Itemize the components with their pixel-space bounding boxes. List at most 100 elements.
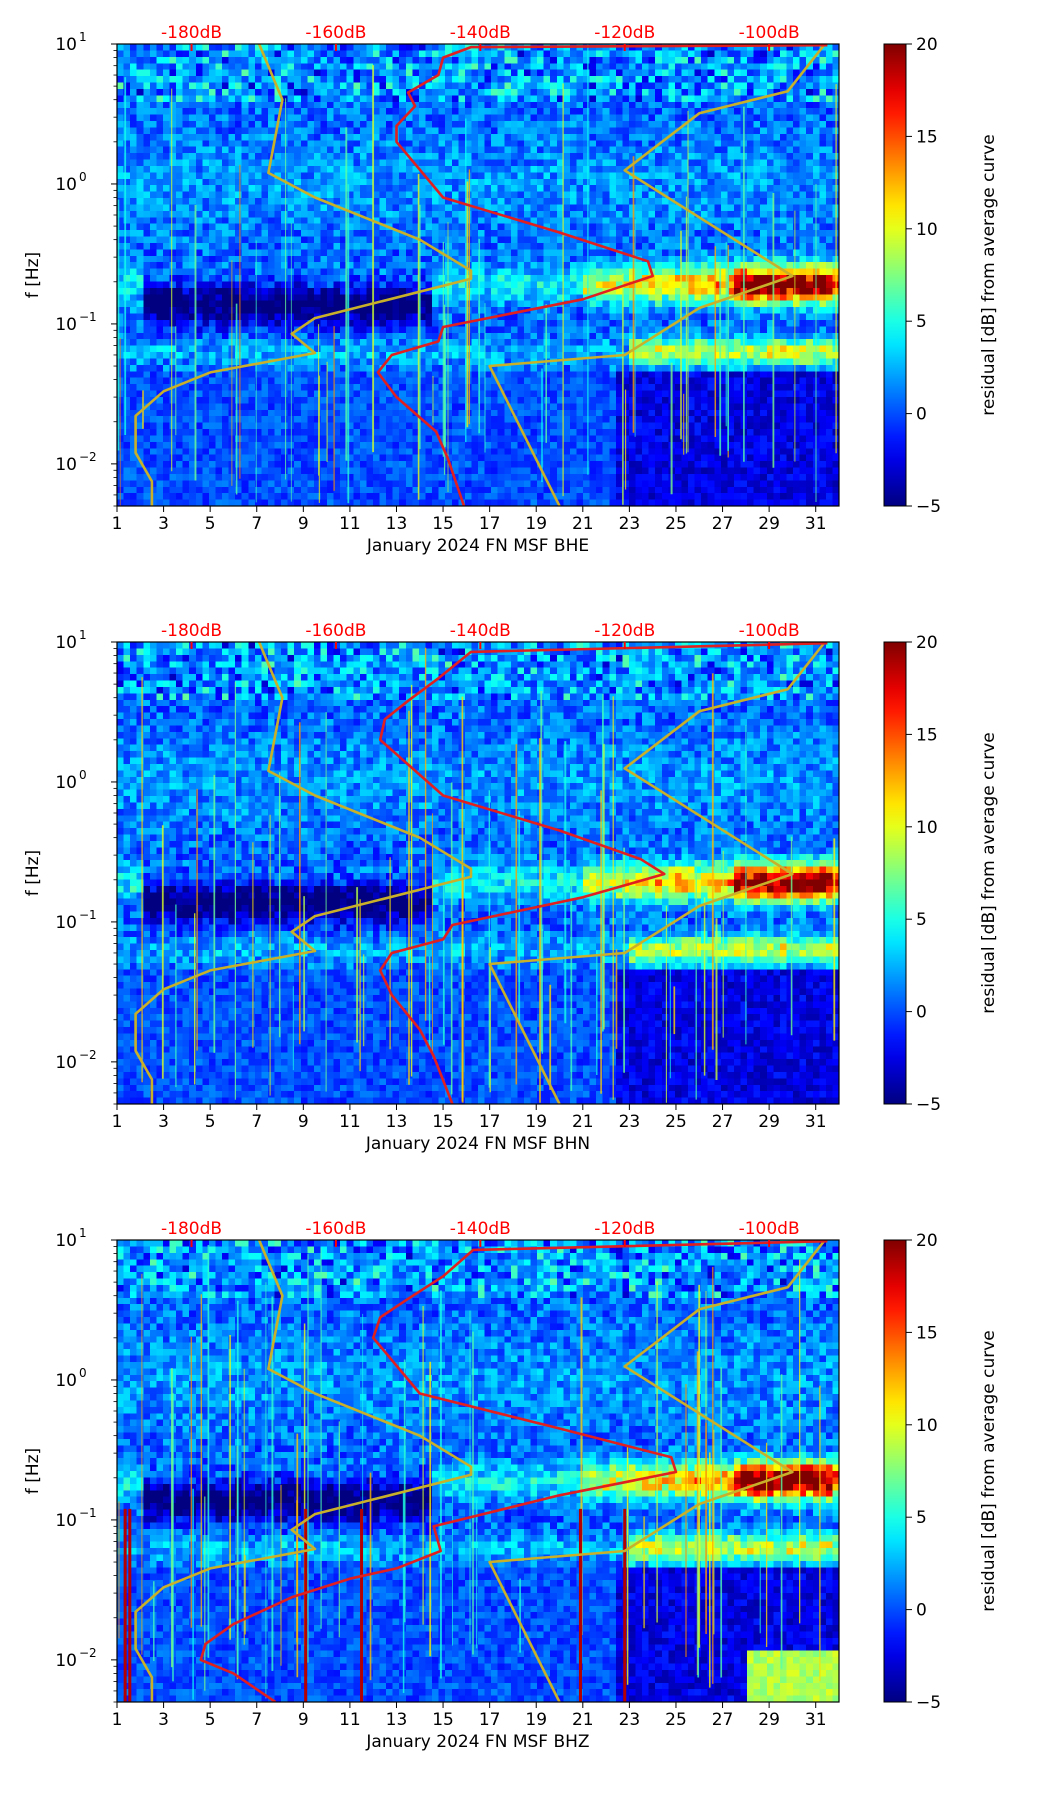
heatmap-cell bbox=[320, 217, 328, 225]
heatmap-cell bbox=[497, 262, 505, 270]
heatmap-cell bbox=[478, 332, 486, 340]
heatmap-cell bbox=[143, 69, 151, 77]
heatmap-cell bbox=[136, 178, 144, 186]
heatmap-cell bbox=[235, 345, 243, 353]
heatmap-cell bbox=[195, 217, 203, 225]
heatmap-cell bbox=[261, 448, 269, 456]
heatmap-cell bbox=[267, 185, 276, 193]
heatmap-cell bbox=[248, 332, 256, 340]
heatmap-cell bbox=[208, 377, 217, 385]
heatmap-cell bbox=[458, 127, 466, 135]
heatmap-cell bbox=[530, 473, 538, 481]
heatmap-cell bbox=[281, 146, 289, 154]
heatmap-cell bbox=[478, 307, 486, 315]
heatmap-cell bbox=[438, 121, 446, 129]
heatmap-cell bbox=[379, 493, 387, 501]
heatmap-cell bbox=[208, 307, 217, 315]
heatmap-cell bbox=[379, 56, 387, 64]
heatmap-cell bbox=[143, 191, 151, 199]
heatmap-cell bbox=[497, 165, 505, 173]
heatmap-cell bbox=[471, 56, 479, 64]
heatmap-cell bbox=[294, 499, 302, 507]
heatmap-cell bbox=[294, 262, 302, 270]
heatmap-cell bbox=[432, 133, 440, 141]
heatmap-cell bbox=[123, 204, 131, 212]
heatmap-cell bbox=[241, 454, 249, 462]
heatmap-cell bbox=[523, 403, 532, 411]
heatmap-cell bbox=[484, 178, 492, 186]
heatmap-cell bbox=[523, 242, 532, 250]
heatmap-cell bbox=[366, 281, 374, 289]
heatmap-cell bbox=[392, 390, 400, 398]
heatmap-cell bbox=[313, 133, 322, 141]
heatmap-cell bbox=[248, 454, 256, 462]
heatmap-cell bbox=[143, 377, 151, 385]
heatmap-cell bbox=[399, 326, 407, 334]
heatmap-cell bbox=[287, 82, 295, 90]
heatmap-cell bbox=[117, 146, 125, 154]
heatmap-cell bbox=[392, 313, 400, 321]
heatmap-cell bbox=[366, 172, 374, 180]
heatmap-cell bbox=[497, 499, 505, 507]
heatmap-cell bbox=[399, 127, 407, 135]
heatmap-cell bbox=[281, 198, 289, 206]
heatmap-cell bbox=[471, 198, 479, 206]
heatmap-cell bbox=[359, 319, 368, 327]
heatmap-cell bbox=[130, 461, 138, 469]
heatmap-cell bbox=[386, 63, 394, 71]
heatmap-cell bbox=[517, 172, 525, 180]
heatmap-cell bbox=[510, 300, 518, 308]
heatmap-cell bbox=[176, 50, 184, 58]
heatmap-cell bbox=[130, 191, 138, 199]
heatmap-cell bbox=[563, 416, 571, 424]
heatmap-cell bbox=[313, 441, 322, 449]
heatmap-cell bbox=[222, 210, 230, 218]
heatmap-cell bbox=[241, 294, 249, 302]
heatmap-cell bbox=[458, 95, 466, 103]
heatmap-cell bbox=[340, 101, 348, 109]
heatmap-cell bbox=[405, 486, 413, 494]
heatmap-cell bbox=[182, 345, 190, 353]
heatmap-cell bbox=[418, 377, 427, 385]
heatmap-cell bbox=[504, 121, 512, 129]
heatmap-cell bbox=[386, 255, 394, 263]
heatmap-cell bbox=[438, 287, 446, 295]
heatmap-cell bbox=[445, 249, 453, 257]
heatmap-cell bbox=[458, 108, 466, 116]
heatmap-cell bbox=[195, 390, 203, 398]
heatmap-cell bbox=[241, 467, 249, 475]
heatmap-cell bbox=[399, 108, 407, 116]
heatmap-cell bbox=[320, 210, 328, 218]
heatmap-cell bbox=[412, 230, 420, 238]
heatmap-cell bbox=[235, 249, 243, 257]
heatmap-cell bbox=[556, 377, 564, 385]
heatmap-cell bbox=[300, 396, 308, 404]
heatmap-cell bbox=[392, 287, 400, 295]
heatmap-cell bbox=[386, 101, 394, 109]
heatmap-cell bbox=[241, 76, 249, 84]
heatmap-cell bbox=[149, 230, 157, 238]
heatmap-cell bbox=[307, 307, 315, 315]
heatmap-cell bbox=[176, 358, 184, 366]
heatmap-cell bbox=[556, 390, 564, 398]
heatmap-cell bbox=[386, 114, 394, 122]
heatmap-cell bbox=[254, 63, 262, 71]
heatmap-cell bbox=[510, 121, 518, 129]
heatmap-cell bbox=[556, 204, 564, 212]
heatmap-cell bbox=[464, 101, 473, 109]
heatmap-cell bbox=[313, 236, 322, 244]
heatmap-cell bbox=[294, 82, 302, 90]
heatmap-cell bbox=[176, 146, 184, 154]
heatmap-cell bbox=[195, 255, 203, 263]
heatmap-cell bbox=[313, 210, 322, 218]
heatmap-cell bbox=[333, 326, 341, 334]
heatmap-cell bbox=[458, 56, 466, 64]
heatmap-cell bbox=[156, 63, 164, 71]
heatmap-cell bbox=[412, 371, 420, 379]
heatmap-cell bbox=[176, 255, 184, 263]
heatmap-cell bbox=[445, 332, 453, 340]
heatmap-cell bbox=[208, 114, 217, 122]
heatmap-cell bbox=[484, 63, 492, 71]
heatmap-cell bbox=[261, 185, 269, 193]
heatmap-cell bbox=[517, 384, 525, 392]
